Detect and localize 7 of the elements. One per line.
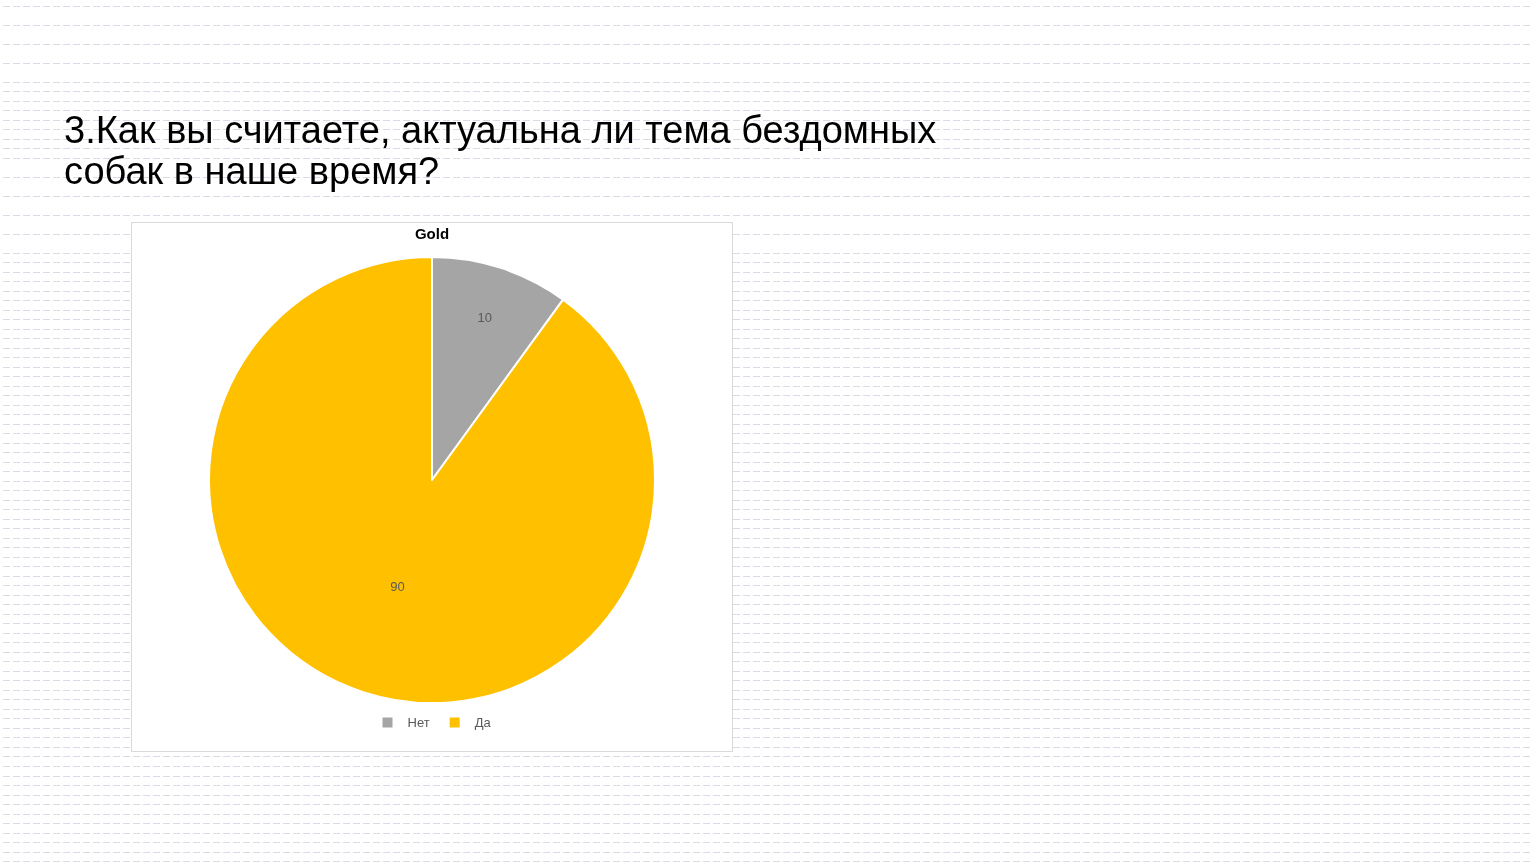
data-label: 90 xyxy=(390,578,405,594)
chart-subtitle: Gold xyxy=(414,224,450,242)
data-label: 10 xyxy=(477,310,492,326)
chart-title: 3.Как вы считаете, актуальна ли тема бездомных собак в наше время? xyxy=(64,109,938,192)
legend-label: Да xyxy=(474,715,492,731)
legend-label: Нет xyxy=(407,715,430,731)
pie-slice xyxy=(208,256,656,704)
